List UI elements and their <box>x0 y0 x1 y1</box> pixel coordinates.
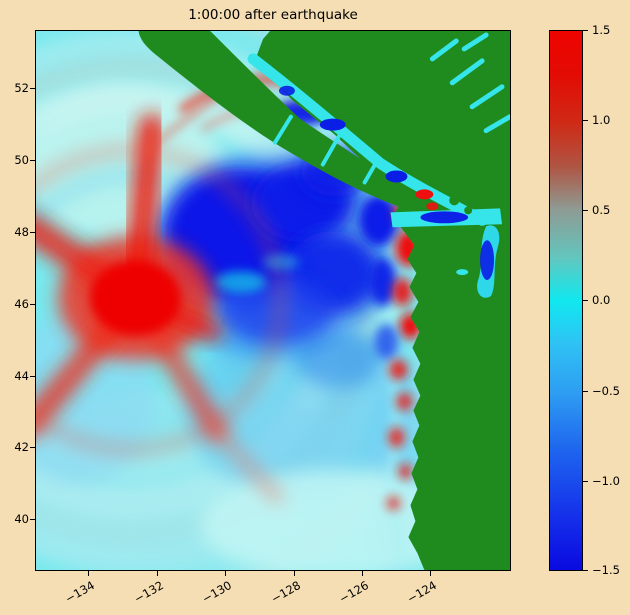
x-tick <box>225 571 226 576</box>
bc-fjords <box>429 32 510 134</box>
y-tick-label: 52 <box>14 81 29 95</box>
map-axes <box>35 30 511 571</box>
colorbar-tick-label: 1.0 <box>592 113 611 127</box>
x-tick <box>157 571 158 576</box>
x-tick-label: −124 <box>404 578 439 606</box>
mainland-coast <box>257 31 510 570</box>
inland-waters <box>247 32 510 298</box>
plot-title: 1:00:00 after earthquake <box>188 7 358 23</box>
y-tick <box>30 232 35 233</box>
y-tick-label: 50 <box>14 153 29 167</box>
island-inlets <box>273 114 381 185</box>
colorbar-tick-label: 1.5 <box>592 23 611 37</box>
x-tick-label: −134 <box>62 578 97 606</box>
colorbar-tick <box>583 210 588 211</box>
colorbar-tick-label: 0.5 <box>592 203 611 217</box>
y-tick-label: 40 <box>14 512 29 526</box>
x-tick-label: −128 <box>268 578 303 606</box>
x-tick <box>430 571 431 576</box>
tsunami-heatmap <box>36 31 510 570</box>
vancouver-island <box>138 31 423 212</box>
y-tick <box>30 304 35 305</box>
wave-field <box>36 31 470 570</box>
land <box>138 31 510 570</box>
colorbar-tick <box>583 570 588 571</box>
x-tick-label: −132 <box>131 578 166 606</box>
colorbar-tick <box>583 30 588 31</box>
y-tick <box>30 447 35 448</box>
colorbar-tick <box>583 300 588 301</box>
y-tick <box>30 88 35 89</box>
y-tick-label: 42 <box>14 440 29 454</box>
colorbar-tick <box>583 120 588 121</box>
x-tick-label: −130 <box>199 578 234 606</box>
y-tick-label: 44 <box>14 369 29 383</box>
y-tick <box>30 160 35 161</box>
colorbar-tick-label: −0.5 <box>592 384 620 398</box>
y-tick-label: 48 <box>14 225 29 239</box>
x-tick <box>88 571 89 576</box>
y-tick-label: 46 <box>14 297 29 311</box>
colorbar-tick <box>583 481 588 482</box>
colorbar <box>549 30 583 571</box>
colorbar-tick <box>583 391 588 392</box>
y-tick <box>30 376 35 377</box>
crest-starburst <box>36 75 330 504</box>
strait-mouth-crest <box>415 189 434 200</box>
colorbar-tick-label: −1.0 <box>592 474 620 488</box>
small-islands <box>408 128 473 215</box>
colorbar-tick-label: 0.0 <box>592 293 611 307</box>
x-tick <box>362 571 363 576</box>
colorbar-tick-label: −1.5 <box>592 563 620 577</box>
x-tick <box>294 571 295 576</box>
y-tick <box>30 519 35 520</box>
x-tick-label: −126 <box>336 578 371 606</box>
